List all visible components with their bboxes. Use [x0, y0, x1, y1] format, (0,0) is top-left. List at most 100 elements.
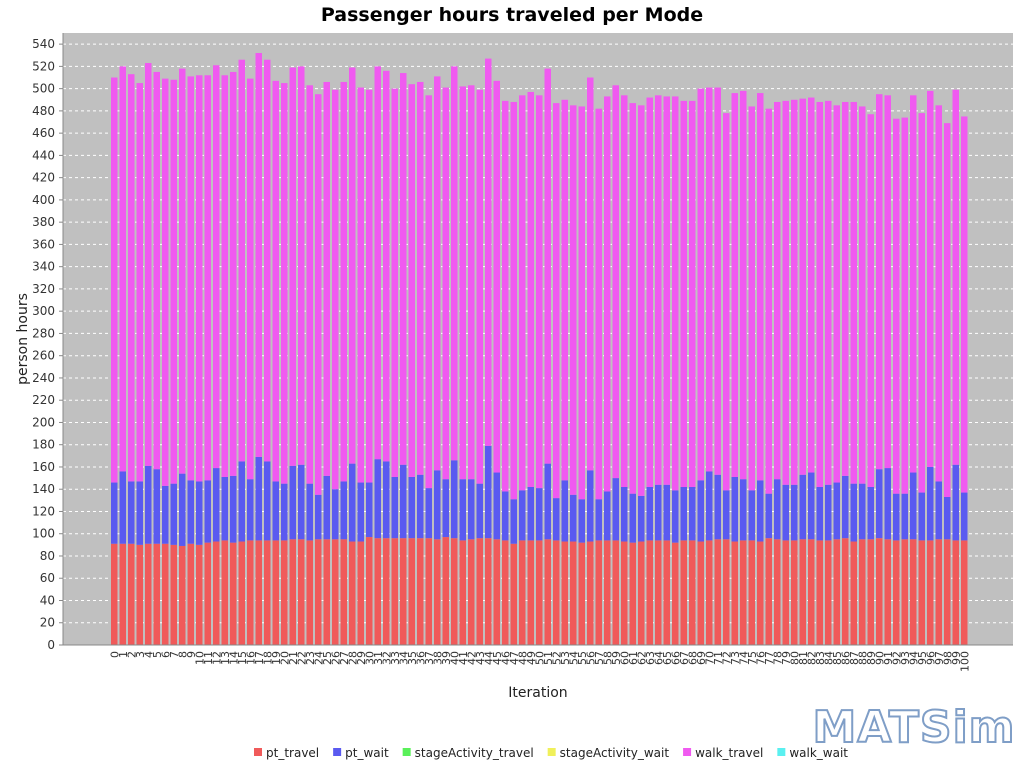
- bar-pt_travel: [638, 541, 645, 645]
- bar-walk_travel: [825, 100, 832, 485]
- x-tick-label: 13: [219, 651, 232, 665]
- x-tick-label: 28: [346, 651, 359, 665]
- bar-pt_wait: [757, 480, 764, 542]
- bar-pt_travel: [153, 543, 160, 645]
- bar-walk_travel: [544, 68, 551, 464]
- bar-pt_travel: [867, 539, 874, 645]
- x-tick-label: 90: [873, 651, 886, 665]
- y-tick-label: 40: [40, 593, 55, 607]
- bar-walk_travel: [332, 89, 339, 490]
- legend-label: pt_travel: [266, 746, 319, 760]
- bar-pt_wait: [621, 486, 628, 542]
- bar-pt_wait: [536, 488, 543, 541]
- bar-pt_travel: [323, 539, 330, 645]
- bar-pt_travel: [714, 539, 721, 645]
- bar-pt_wait: [655, 484, 662, 541]
- bar-pt_travel: [196, 544, 203, 645]
- bar-pt_wait: [204, 480, 211, 543]
- bar-walk_travel: [468, 85, 475, 480]
- bar-walk_travel: [196, 75, 203, 482]
- bar-walk_travel: [187, 76, 194, 481]
- bar-walk_travel: [850, 101, 857, 484]
- bar-pt_wait: [859, 483, 866, 540]
- bar-pt_wait: [918, 492, 925, 541]
- x-tick-label: 54: [567, 651, 580, 665]
- x-tick-label: 25: [321, 651, 334, 665]
- x-tick-label: 12: [210, 651, 223, 665]
- bar-pt_travel: [927, 540, 934, 645]
- bar-pt_wait: [544, 463, 551, 540]
- bar-pt_wait: [935, 481, 942, 540]
- x-tick-label: 34: [397, 651, 410, 665]
- bar-pt_wait: [476, 483, 483, 539]
- bar-walk_travel: [697, 88, 704, 481]
- bar-pt_travel: [306, 540, 313, 645]
- bar-pt_wait: [604, 491, 611, 541]
- bar-pt_travel: [272, 540, 279, 645]
- bar-pt_travel: [170, 544, 177, 645]
- x-tick-label: 84: [822, 651, 835, 665]
- bar-pt_travel: [468, 539, 475, 645]
- legend-label: pt_wait: [345, 746, 389, 760]
- bar-pt_travel: [298, 539, 305, 645]
- bar-pt_travel: [850, 541, 857, 645]
- bar-walk_travel: [536, 95, 543, 489]
- bar-pt_wait: [638, 495, 645, 542]
- x-tick-label: 85: [831, 651, 844, 665]
- bar-walk_travel: [808, 97, 815, 473]
- x-tick-label: 6: [159, 651, 172, 658]
- y-tick-label: 420: [32, 171, 55, 185]
- bar-walk_travel: [349, 67, 356, 464]
- bar-walk_travel: [366, 89, 373, 483]
- bar-pt_travel: [697, 541, 704, 645]
- bar-walk_travel: [918, 113, 925, 493]
- bar-pt_wait: [442, 479, 449, 538]
- x-tick-label: 93: [899, 651, 912, 665]
- bar-pt_wait: [791, 484, 798, 541]
- x-tick-label: 24: [312, 651, 325, 665]
- bar-walk_travel: [374, 66, 381, 460]
- x-tick-label: 99: [950, 651, 963, 665]
- x-tick-label: 74: [737, 651, 750, 665]
- y-tick-label: 400: [32, 193, 55, 207]
- bar-walk_travel: [859, 106, 866, 484]
- bar-pt_wait: [315, 494, 322, 540]
- bar-pt_travel: [255, 540, 262, 645]
- bar-pt_travel: [111, 543, 118, 645]
- x-tick-label: 45: [491, 651, 504, 665]
- bar-pt_travel: [145, 543, 152, 645]
- x-tick-label: 18: [261, 651, 274, 665]
- bar-walk_travel: [221, 75, 228, 477]
- bar-pt_wait: [247, 479, 254, 541]
- bar-pt_travel: [510, 543, 517, 645]
- bar-walk_travel: [774, 101, 781, 480]
- bar-walk_travel: [162, 78, 169, 486]
- bar-walk_travel: [272, 80, 279, 482]
- bar-walk_travel: [510, 101, 517, 500]
- x-tick-label: 8: [176, 651, 189, 658]
- bar-pt_wait: [561, 480, 568, 542]
- bar-pt_travel: [459, 540, 466, 645]
- y-tick-label: 520: [32, 59, 55, 73]
- x-tick-label: 2: [125, 651, 138, 658]
- y-tick-label: 140: [32, 482, 55, 496]
- bar-walk_travel: [434, 76, 441, 471]
- bar-pt_travel: [774, 539, 781, 645]
- bar-walk_travel: [944, 123, 951, 498]
- x-tick-label: 58: [601, 651, 614, 665]
- bar-walk_travel: [315, 94, 322, 495]
- bar-walk_travel: [765, 108, 772, 494]
- x-tick-label: 27: [338, 651, 351, 665]
- x-tick-label: 7: [168, 651, 181, 658]
- x-tick-label: 36: [414, 651, 427, 665]
- bar-pt_wait: [782, 484, 789, 541]
- bar-pt_travel: [434, 539, 441, 645]
- bar-pt_travel: [570, 541, 577, 645]
- x-tick-label: 94: [907, 651, 920, 665]
- bar-pt_travel: [689, 540, 696, 645]
- bar-walk_travel: [145, 63, 152, 466]
- bar-walk_travel: [910, 95, 917, 473]
- bar-pt_wait: [893, 493, 900, 541]
- x-tick-label: 22: [295, 651, 308, 665]
- bar-pt_wait: [808, 472, 815, 540]
